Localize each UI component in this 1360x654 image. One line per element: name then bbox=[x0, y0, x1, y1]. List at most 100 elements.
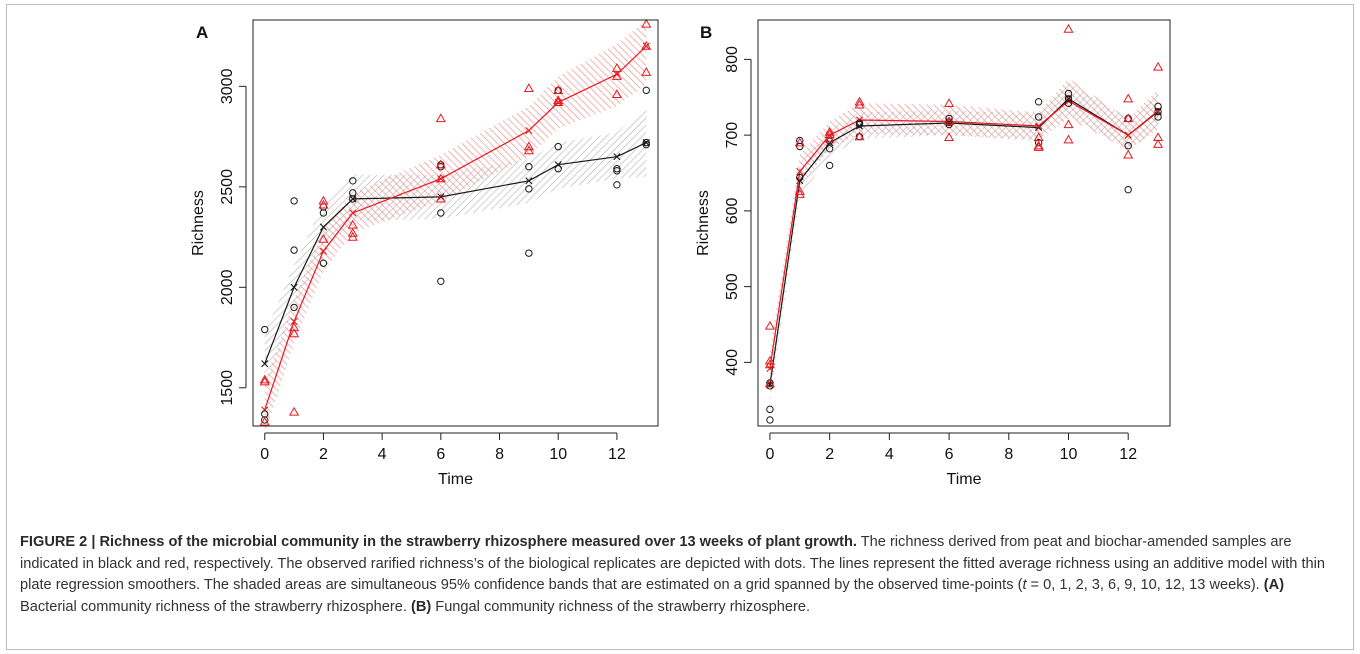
data-point-a-0 bbox=[349, 195, 357, 203]
x-tick-label-b: 4 bbox=[885, 446, 894, 463]
y-tick-label-b: 400 bbox=[724, 349, 741, 376]
data-point-b-0 bbox=[796, 173, 804, 182]
x-tick-label-a: 6 bbox=[436, 446, 445, 463]
data-point-a-1 bbox=[553, 95, 564, 105]
x-axis-label-b: Time bbox=[947, 471, 982, 488]
caption-timepoints: = 0, 1, 2, 3, 6, 9, 10, 12, 13 weeks). bbox=[1026, 577, 1264, 593]
plot-box-a bbox=[252, 19, 659, 427]
data-point-b-1 bbox=[764, 320, 776, 330]
fit-marker-b-1 bbox=[1035, 122, 1043, 130]
y-tick-label-a: 2000 bbox=[219, 269, 236, 305]
fit-marker-a-1 bbox=[642, 42, 650, 50]
data-point-b-1 bbox=[854, 99, 865, 109]
data-point-a-1 bbox=[435, 173, 446, 183]
x-tick-label-a: 10 bbox=[549, 446, 567, 463]
data-point-a-1 bbox=[641, 18, 652, 28]
y-tick-label-a: 1500 bbox=[219, 370, 236, 406]
fit-marker-b-1 bbox=[766, 364, 774, 373]
data-point-a-0 bbox=[554, 142, 562, 151]
x-tick-label-b: 12 bbox=[1119, 446, 1137, 463]
data-point-a-0 bbox=[261, 325, 269, 334]
caption-body: The richness derived from peat and bioch… bbox=[20, 534, 1325, 593]
y-tick-label-a: 2500 bbox=[219, 169, 236, 205]
caption-t-symbol: t bbox=[1022, 577, 1027, 593]
data-point-b-0 bbox=[1034, 139, 1043, 147]
data-point-a-1 bbox=[259, 416, 270, 426]
data-point-a-0 bbox=[437, 209, 445, 217]
data-point-b-1 bbox=[1152, 61, 1164, 71]
data-point-b-1 bbox=[1033, 142, 1044, 151]
data-point-b-0 bbox=[825, 145, 834, 153]
data-point-b-1 bbox=[944, 98, 955, 107]
data-point-a-0 bbox=[290, 246, 298, 254]
fit-marker-a-0 bbox=[319, 223, 328, 231]
data-point-b-0 bbox=[1064, 95, 1073, 103]
data-point-b-1 bbox=[1123, 93, 1134, 103]
data-point-a-0 bbox=[349, 177, 357, 185]
panel-b: B 0 2 4 6 8 10 12 Time 400 500 600 700 800 Richness bbox=[680, 0, 1360, 510]
data-point-a-0 bbox=[554, 165, 562, 173]
data-point-a-1 bbox=[523, 83, 534, 92]
data-point-a-1 bbox=[553, 85, 564, 94]
data-point-b-0 bbox=[1124, 185, 1132, 194]
data-point-a-0 bbox=[437, 277, 445, 285]
panel-a: A 0 2 4 6 8 10 12 Time 1500 2000 2500 3000 Richness bbox=[0, 0, 680, 510]
x-tick-label-a: 4 bbox=[378, 446, 387, 463]
y-tick-label-b: 700 bbox=[724, 122, 741, 149]
fit-marker-b-1 bbox=[1124, 131, 1132, 139]
figure-caption: FIGURE 2 | Richness of the microbial com… bbox=[20, 532, 1342, 618]
data-point-a-1 bbox=[523, 141, 534, 151]
data-point-b-1 bbox=[1152, 139, 1164, 148]
data-point-a-1 bbox=[611, 71, 622, 80]
data-point-a-0 bbox=[525, 163, 533, 171]
data-point-a-1 bbox=[553, 97, 564, 107]
data-point-b-1 bbox=[1123, 149, 1134, 159]
data-point-b-1 bbox=[794, 137, 805, 147]
data-point-b-1 bbox=[1123, 113, 1134, 123]
y-axis-label-b: Richness bbox=[695, 190, 712, 256]
x-tick-label-a: 12 bbox=[608, 446, 626, 463]
data-point-a-1 bbox=[289, 322, 300, 332]
fit-marker-a-0 bbox=[554, 161, 562, 169]
confidence-band-a-0 bbox=[264, 106, 647, 394]
y-tick-label-b: 500 bbox=[724, 273, 741, 300]
data-point-a-0 bbox=[613, 181, 621, 189]
data-point-b-0 bbox=[1064, 99, 1073, 108]
chart-a: A 0 2 4 6 8 10 12 Time 1500 2000 2500 3000 Richness bbox=[190, 18, 659, 488]
data-point-a-1 bbox=[289, 328, 300, 338]
x-tick-label-b: 2 bbox=[825, 446, 834, 463]
y-tick-label-a: 3000 bbox=[219, 68, 236, 104]
data-point-b-1 bbox=[824, 133, 835, 143]
data-point-a-1 bbox=[641, 67, 652, 76]
data-point-b-0 bbox=[1154, 102, 1162, 111]
data-point-b-1 bbox=[1063, 119, 1074, 129]
fit-marker-b-1 bbox=[796, 167, 804, 176]
data-point-b-1 bbox=[764, 355, 776, 365]
x-tick-label-a: 8 bbox=[495, 446, 504, 463]
data-point-a-1 bbox=[435, 193, 446, 203]
data-point-b-0 bbox=[1124, 142, 1132, 150]
data-point-a-1 bbox=[318, 195, 329, 205]
fit-marker-a-0 bbox=[613, 153, 621, 161]
fit-marker-a-0 bbox=[290, 283, 298, 291]
data-point-b-1 bbox=[1033, 140, 1044, 150]
x-tick-label-b: 6 bbox=[945, 446, 954, 463]
x-tick-label-b: 10 bbox=[1060, 446, 1078, 463]
plot-box-b bbox=[757, 19, 1171, 427]
data-point-b-1 bbox=[794, 189, 805, 198]
data-point-b-0 bbox=[1154, 107, 1162, 116]
data-point-b-1 bbox=[944, 116, 955, 126]
data-point-b-0 bbox=[1154, 113, 1162, 121]
panel-label-b: B bbox=[700, 23, 712, 42]
data-point-b-1 bbox=[1063, 23, 1074, 33]
data-point-b-1 bbox=[764, 378, 776, 388]
data-point-a-0 bbox=[319, 259, 328, 267]
data-point-b-0 bbox=[1034, 98, 1043, 106]
data-point-b-0 bbox=[825, 161, 834, 170]
y-tick-label-b: 600 bbox=[724, 197, 741, 224]
fit-marker-a-0 bbox=[525, 177, 533, 185]
x-axis-label-a: Time bbox=[438, 471, 473, 488]
data-point-a-0 bbox=[642, 140, 650, 149]
figure-frame bbox=[6, 4, 1354, 650]
caption-label: FIGURE 2 | Richness of the microbial com… bbox=[20, 534, 857, 550]
